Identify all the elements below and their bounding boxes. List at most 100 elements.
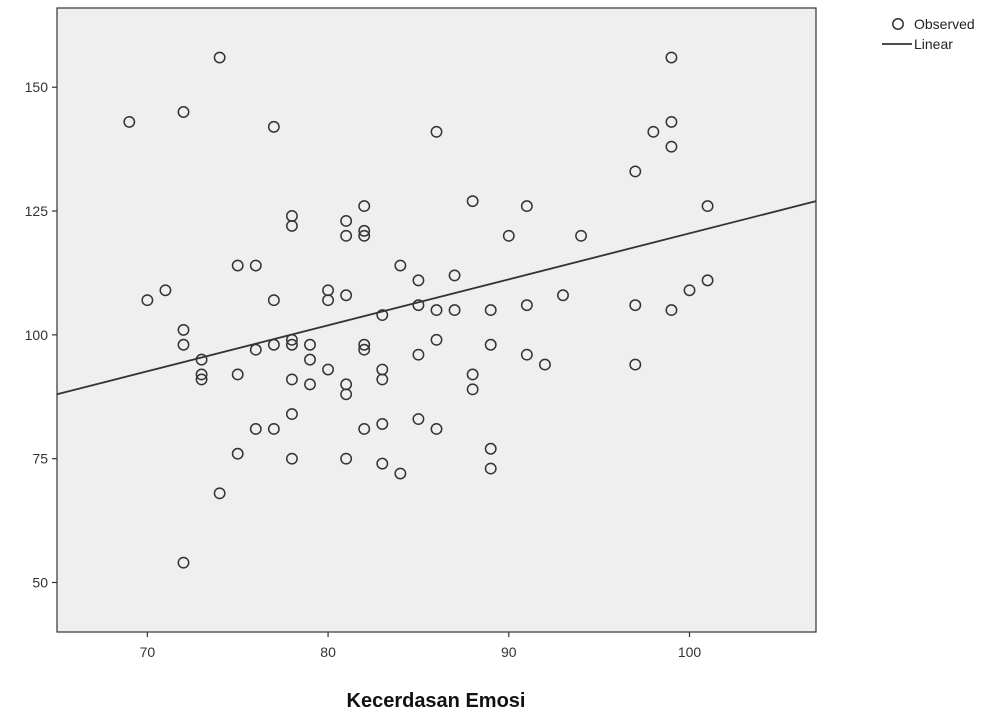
observed-point [665, 115, 678, 128]
observed-point [376, 373, 389, 386]
legend: Observed Linear [882, 16, 975, 52]
observed-point [557, 289, 569, 302]
observed-point [358, 343, 371, 356]
observed-point [575, 229, 588, 242]
x-tick-label: 90 [501, 644, 517, 660]
observed-point [520, 299, 533, 312]
linear-fit [56, 200, 817, 396]
observed-point [412, 274, 425, 287]
observed-point [177, 106, 190, 118]
observed-point [520, 200, 533, 213]
observed-point [285, 373, 298, 386]
observed-point [267, 120, 280, 133]
observed-point [394, 467, 407, 480]
observed-point [412, 299, 425, 312]
observed-point [304, 338, 316, 351]
observed-point [358, 229, 371, 242]
observed-point [376, 418, 389, 430]
observed-point [340, 388, 353, 401]
observed-point [520, 348, 533, 361]
y-tick-label: 125 [25, 203, 49, 219]
observed-point [213, 487, 226, 500]
y-tick-label: 75 [32, 451, 48, 467]
observed-point [430, 423, 443, 435]
observed-point [123, 115, 136, 128]
observed-point [629, 299, 642, 312]
observed-point [448, 269, 461, 282]
legend-linear-label: Linear [914, 36, 953, 52]
observed-point [484, 442, 497, 455]
observed-point [322, 294, 335, 307]
observed-point [340, 452, 353, 465]
observed-point [285, 408, 298, 421]
y-tick-label: 150 [25, 79, 49, 95]
observed-point [376, 309, 389, 321]
observed-point [701, 274, 714, 287]
observed-point [358, 200, 371, 213]
observed-point [177, 338, 190, 351]
observed-point [267, 294, 280, 307]
observed-point [629, 165, 642, 178]
observed-point [412, 348, 425, 361]
observed-point [141, 294, 154, 307]
observed-points [123, 51, 714, 569]
observed-point [231, 368, 244, 381]
observed-point [466, 368, 479, 381]
observed-point [177, 323, 190, 336]
observed-point [430, 304, 443, 317]
observed-point [665, 51, 678, 64]
observed-point [412, 413, 425, 425]
observed-point [195, 373, 208, 386]
observed-point [502, 229, 515, 242]
y-tick-label: 50 [32, 574, 48, 590]
x-tick-label: 100 [678, 644, 702, 660]
observed-point [177, 556, 190, 569]
observed-point [358, 423, 371, 435]
observed-point [466, 383, 479, 396]
observed-point [538, 358, 551, 371]
observed-point [231, 447, 244, 460]
observed-point [285, 219, 298, 232]
observed-point [430, 333, 443, 346]
observed-point [340, 215, 353, 227]
linear-fit-line [56, 200, 817, 396]
observed-point [267, 423, 280, 435]
observed-point [358, 338, 371, 351]
observed-point [304, 353, 316, 366]
observed-point [159, 284, 172, 297]
observed-point [484, 338, 497, 351]
observed-point [249, 423, 262, 435]
observed-point [701, 200, 714, 213]
observed-point [285, 452, 298, 465]
observed-point [665, 140, 678, 153]
x-tick-label: 80 [320, 644, 336, 660]
x-tick-label: 70 [140, 644, 156, 660]
observed-point [647, 125, 660, 138]
observed-point [466, 195, 479, 208]
observed-point [683, 284, 696, 297]
observed-point [629, 358, 642, 371]
observed-point [340, 229, 353, 242]
observed-point [394, 259, 407, 272]
observed-point [304, 378, 316, 391]
observed-point [484, 304, 497, 317]
observed-point [358, 224, 371, 237]
x-axis: 70 80 90 100 [140, 632, 702, 660]
observed-point [231, 259, 244, 272]
legend-observed-marker [892, 18, 904, 30]
observed-point [213, 51, 226, 64]
plot-area [56, 7, 817, 633]
observed-point [249, 259, 262, 272]
legend-observed-label: Observed [914, 16, 975, 32]
observed-point [665, 304, 678, 317]
observed-point [448, 304, 461, 317]
x-axis-title: Kecerdasan Emosi [347, 690, 526, 712]
observed-point [430, 125, 443, 138]
observed-point [195, 368, 208, 381]
observed-point [340, 289, 353, 302]
y-tick-label: 100 [25, 327, 49, 343]
observed-point [484, 462, 497, 475]
y-axis: 50 75 100 125 150 [25, 79, 57, 590]
observed-point [322, 363, 335, 376]
